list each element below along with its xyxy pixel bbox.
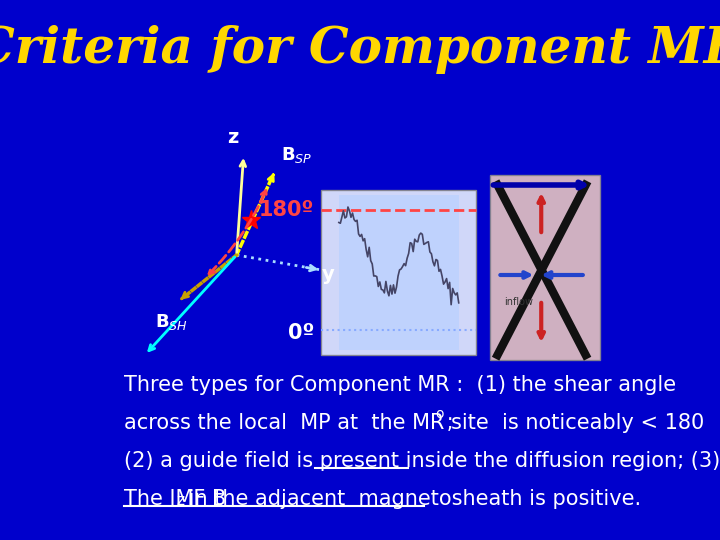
Text: 180º: 180º <box>258 200 314 220</box>
Text: inflow: inflow <box>504 297 534 307</box>
Text: o: o <box>436 407 444 421</box>
Text: y: y <box>322 266 335 285</box>
Text: ;: ; <box>440 413 454 433</box>
Text: Criteria for Component MR: Criteria for Component MR <box>0 25 720 75</box>
Text: (2) a guide field is present inside the diffusion region; (3): (2) a guide field is present inside the … <box>124 451 720 471</box>
Text: z: z <box>176 493 184 508</box>
Bar <box>339 195 459 350</box>
Text: z: z <box>228 128 239 147</box>
Text: across the local  MP at  the MR site  is noticeably < 180: across the local MP at the MR site is no… <box>124 413 704 433</box>
Text: The IMF B: The IMF B <box>124 489 226 509</box>
Text: $\mathbf{B}_{SP}$: $\mathbf{B}_{SP}$ <box>281 145 312 165</box>
Text: $\mathbf{B}_{SH}$: $\mathbf{B}_{SH}$ <box>156 312 188 332</box>
Text: Three types for Component MR :  (1) the shear angle: Three types for Component MR : (1) the s… <box>124 375 676 395</box>
Text: 0º: 0º <box>288 323 314 343</box>
Bar <box>321 190 477 355</box>
Bar <box>490 175 600 360</box>
Text: in the adjacent  magnetosheath is positive.: in the adjacent magnetosheath is positiv… <box>182 489 642 509</box>
